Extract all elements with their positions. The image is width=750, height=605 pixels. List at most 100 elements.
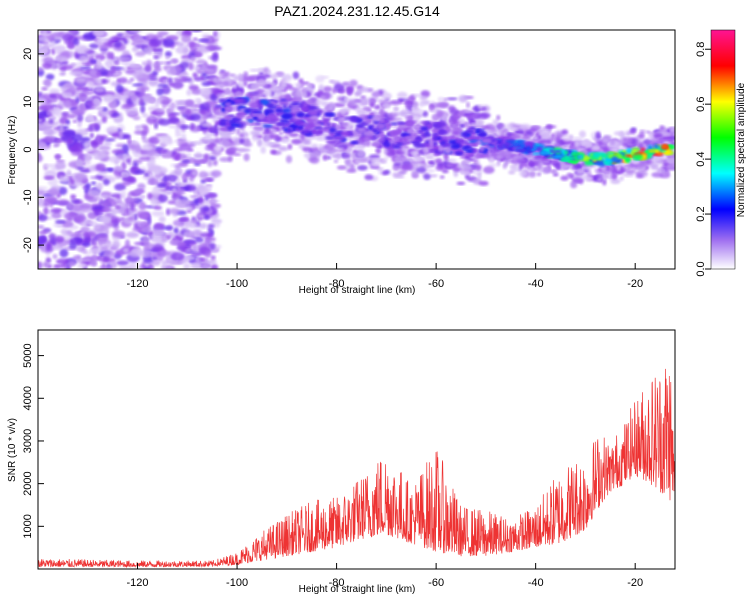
spectrogram-cell	[43, 206, 49, 215]
spectrogram-cell	[121, 152, 129, 161]
spectrogram-cell	[322, 154, 328, 161]
spectrogram-cell	[487, 163, 499, 167]
spectrogram-ridge-cell	[552, 150, 563, 153]
spectrogram-cell	[114, 40, 122, 49]
spectrogram-cell	[127, 192, 132, 202]
colorbar-tick-label: 0.4	[695, 151, 707, 166]
spectrogram-cell	[466, 114, 479, 119]
spectrogram-ridge-cell	[540, 151, 551, 156]
spectrogram-ridge-cell	[278, 100, 289, 106]
spectrogram-cell	[165, 56, 170, 60]
spectrogram-cell	[512, 155, 525, 160]
spectrogram-cell	[43, 175, 55, 180]
spectrogram-cell	[232, 84, 237, 89]
spectrogram-ridge-cell	[308, 111, 318, 116]
spectrogram-cell	[179, 61, 190, 69]
spectrogram-cell	[342, 81, 351, 87]
spectrogram-cell	[168, 77, 173, 84]
spectrogram-ridge-cell	[478, 131, 487, 138]
spectrogram-cell	[144, 64, 152, 72]
spectrogram-cell	[184, 43, 190, 48]
spectrogram-cell	[477, 171, 482, 180]
spectrogram-cell	[458, 117, 466, 125]
x-tick-label: -120	[127, 577, 149, 589]
spectrogram-cell	[96, 182, 103, 191]
x-tick-label: -60	[428, 577, 444, 589]
spectrogram-ridge-cell	[257, 113, 265, 120]
spectrogram-cell	[119, 96, 126, 101]
spectrogram-cell	[609, 138, 616, 146]
spectrogram-cell	[309, 156, 320, 164]
spectrogram-ridge-cell	[536, 147, 543, 152]
spectrogram-ridge-cell	[564, 150, 569, 155]
spectrogram-cell	[415, 163, 427, 168]
spectrogram-cell	[542, 166, 551, 174]
spectrogram-ridge-cell	[349, 141, 359, 144]
spectrogram-ridge-cell	[276, 122, 286, 126]
spectrogram-cell	[127, 136, 132, 145]
spectrogram-cell	[182, 239, 197, 244]
spectrogram-ridge-cell	[282, 107, 291, 114]
spectrogram-cell	[42, 62, 52, 70]
spectrogram-cell	[195, 59, 206, 65]
spectrogram-cell	[278, 146, 289, 152]
spectrogram-ridge-cell	[281, 113, 293, 119]
spectrogram-cell	[79, 55, 88, 63]
spectrogram-cell	[93, 209, 104, 217]
spectrogram-cell	[475, 164, 482, 171]
x-tick-label: -80	[329, 278, 345, 290]
colorbar-tick-label: 0.2	[695, 206, 707, 221]
spectrogram-cell	[77, 263, 87, 269]
spectrogram-cell	[69, 70, 83, 76]
spectrogram-cell	[398, 111, 407, 117]
spectrogram-cell	[47, 177, 59, 187]
spectrogram-ridge-cell	[316, 129, 324, 135]
spectrogram-cell	[52, 223, 64, 227]
spectrogram-ridge-cell	[262, 120, 273, 124]
y-tick-label: 10	[22, 96, 34, 108]
spectrogram-cell	[212, 221, 221, 228]
spectrogram-cell	[161, 98, 170, 106]
spectrogram-cell	[98, 43, 108, 50]
spectrogram-cell	[447, 158, 457, 163]
spectrogram-ridge-cell	[392, 135, 401, 141]
spectrogram-cell	[383, 156, 389, 161]
spectrogram-ridge-cell	[225, 106, 232, 111]
spectrogram-cell	[168, 117, 180, 124]
spectrogram-ridge-cell	[383, 141, 388, 147]
spectrogram-cell	[576, 164, 583, 170]
spectrogram-cell	[38, 140, 45, 148]
spectrogram-cell	[93, 97, 100, 106]
spectrogram-cell	[158, 118, 171, 126]
spectrogram-cell	[377, 99, 387, 103]
spectrogram-cell	[199, 187, 210, 196]
spectrogram-cell	[625, 169, 635, 175]
colorbar-label: Normalized spectral amplitude	[736, 82, 747, 217]
spectrogram-cell	[294, 82, 302, 89]
spectrogram-cell	[320, 94, 326, 101]
spectrogram-cell	[245, 76, 257, 82]
spectrogram-ridge-cell	[365, 119, 372, 124]
spectrogram-cell	[620, 168, 627, 172]
spectrogram-cell	[204, 260, 217, 264]
spectrogram-ridge-cell	[653, 143, 659, 149]
spectrogram-cell	[55, 161, 66, 170]
spectrogram-cell	[429, 105, 434, 111]
spectrogram-cell	[91, 181, 97, 186]
spectrogram-cell	[174, 100, 188, 104]
x-tick-label: -60	[428, 278, 444, 290]
spectrogram-cell	[265, 80, 271, 84]
spectrogram-cell	[193, 229, 202, 237]
spectrogram-cell	[38, 44, 44, 49]
spectrogram-cell	[179, 124, 191, 130]
spectrogram-cell	[199, 102, 211, 111]
spectrogram-cell	[66, 119, 71, 125]
spectrogram-cell	[393, 162, 403, 167]
spectrogram-cell	[374, 104, 381, 110]
spectrogram-cell	[111, 112, 121, 117]
spectrogram-cell	[638, 133, 645, 139]
spectrogram-cell	[189, 113, 201, 121]
spectrogram-cell	[562, 144, 568, 148]
spectrogram-cell	[257, 78, 266, 86]
spectrogram-cell	[104, 59, 115, 68]
